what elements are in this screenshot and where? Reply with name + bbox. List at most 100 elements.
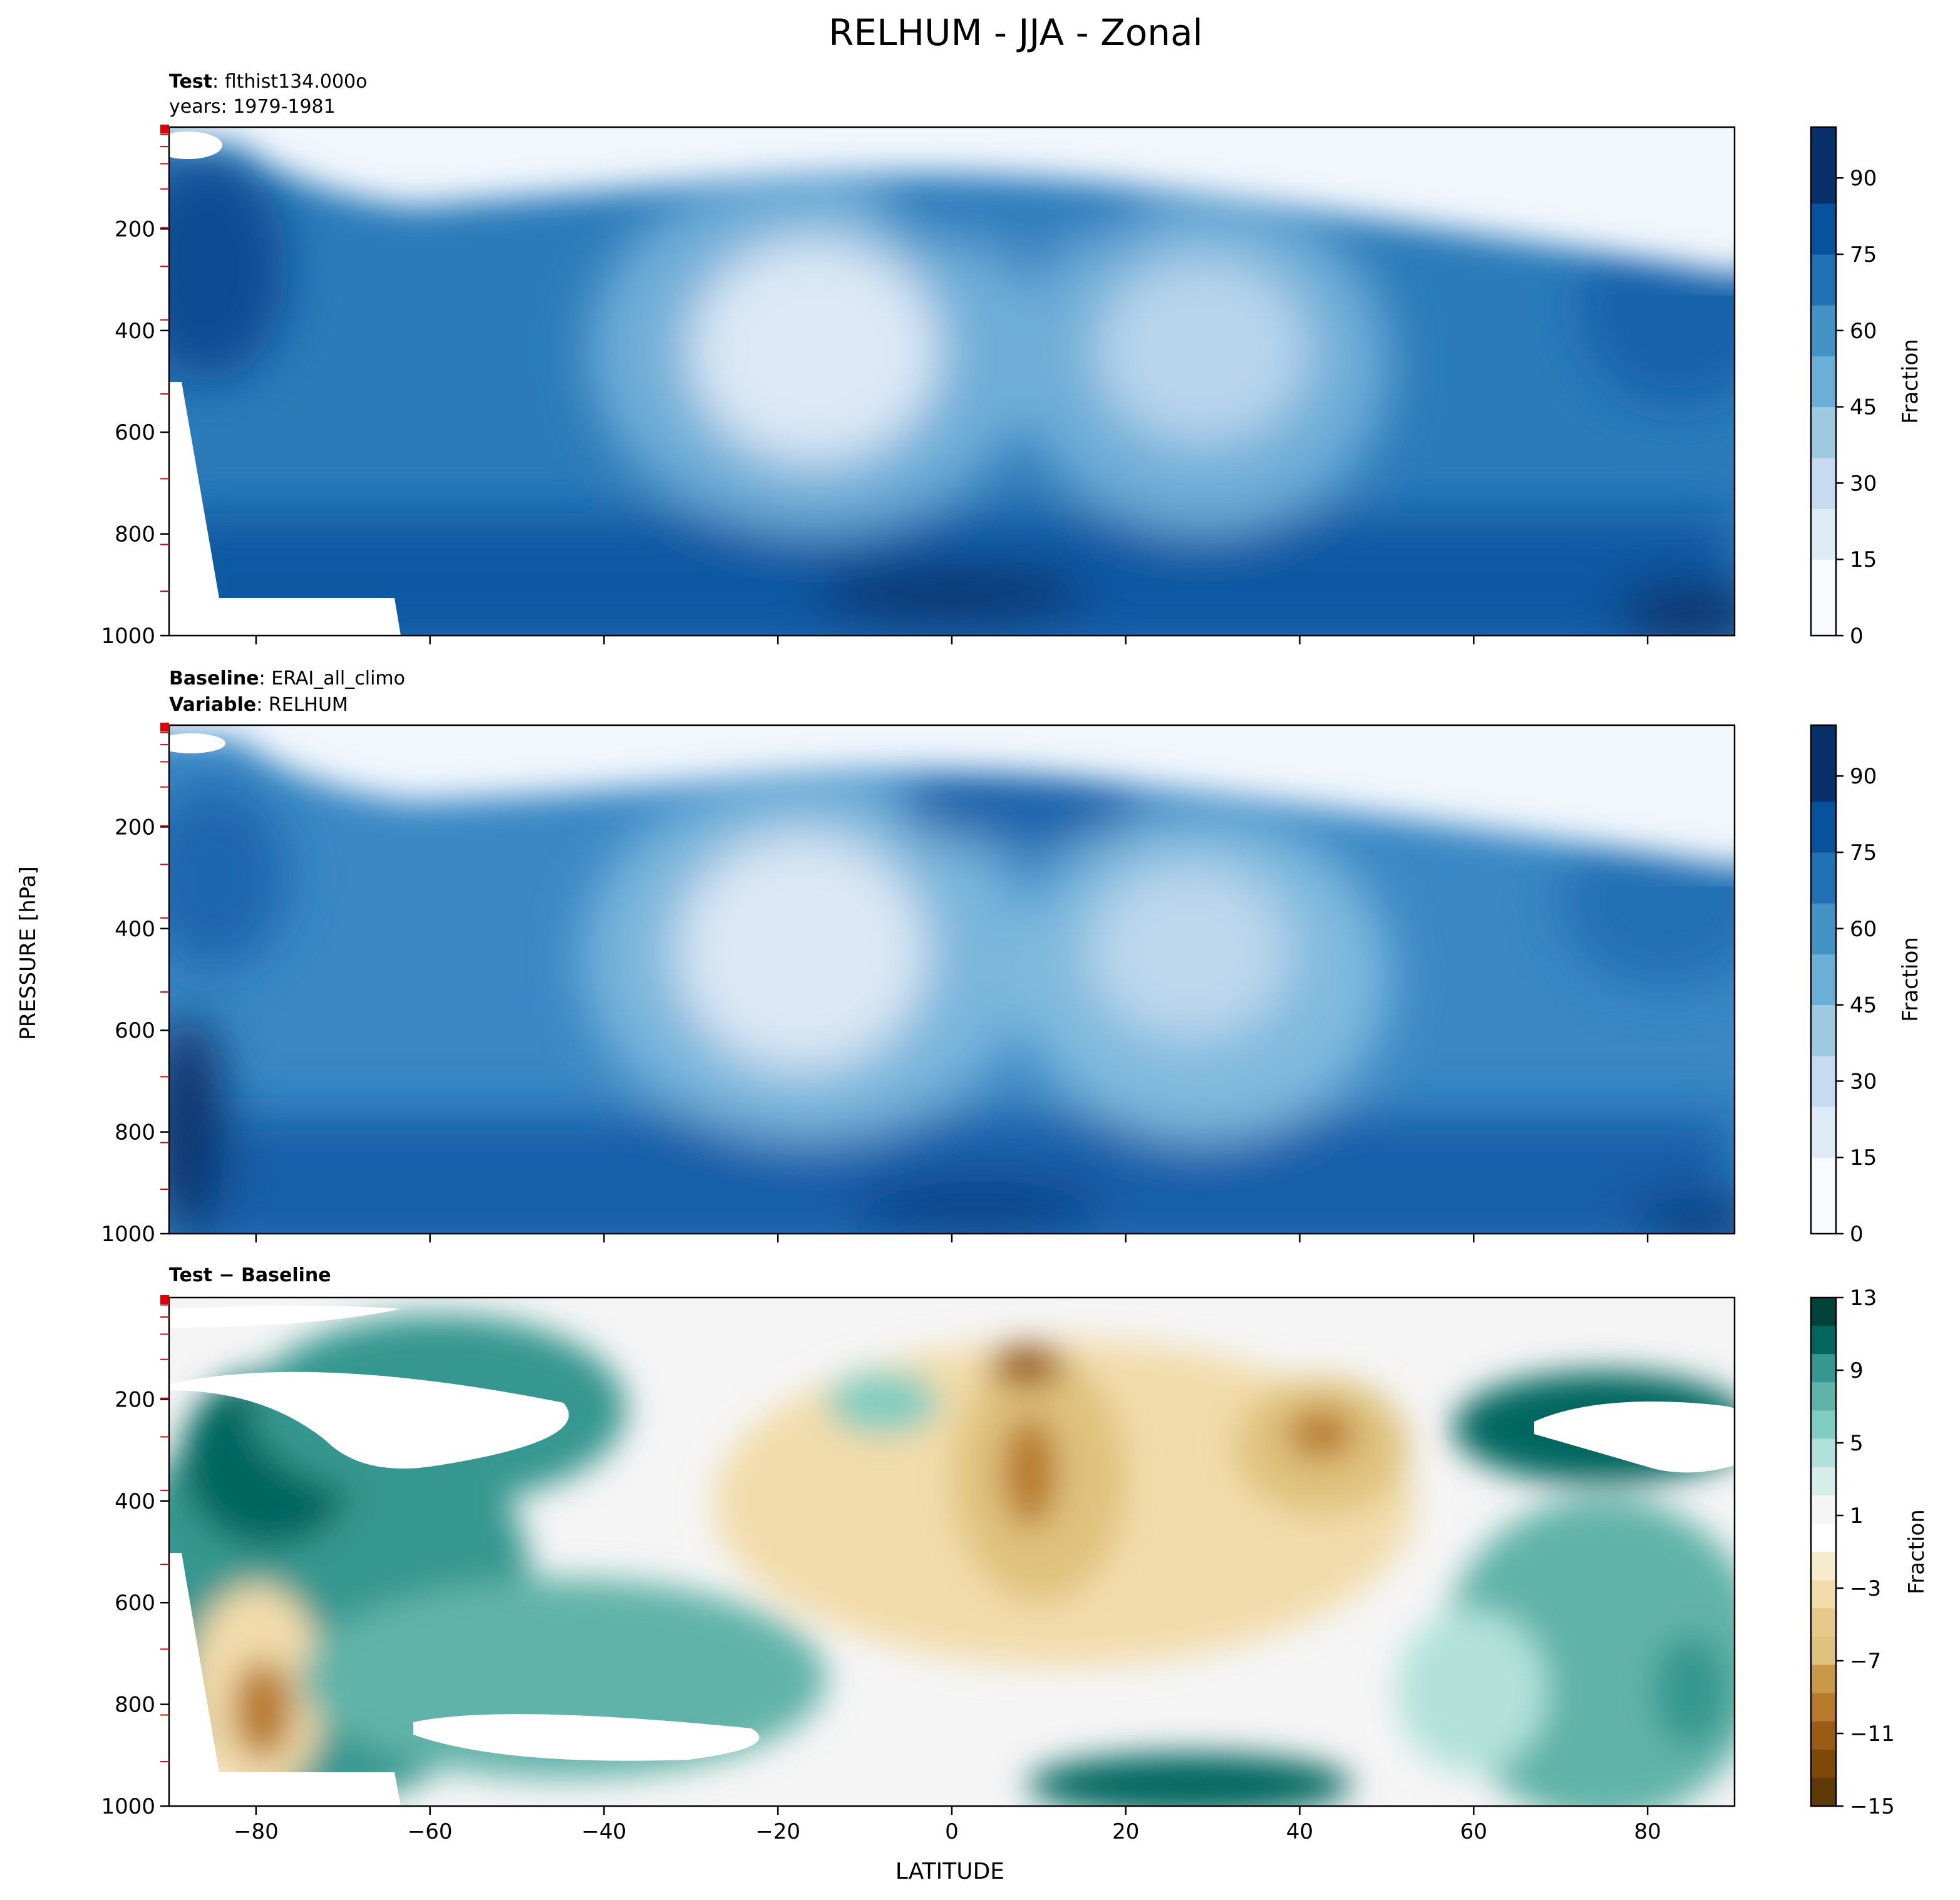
colorbar-level — [1811, 725, 1836, 751]
panel-test: Test: flthist134.000o years: 1979-1981 — [101, 71, 1923, 649]
left-upper — [169, 783, 288, 971]
x-tick-label: −40 — [582, 1819, 627, 1844]
x-tick-label: 60 — [1460, 1819, 1487, 1844]
y-axis: 200 400 600 800 1000 — [101, 815, 169, 1247]
stratosphere-layer — [169, 725, 1735, 867]
colorbar-level — [1811, 1157, 1836, 1184]
green-patch-tropics — [827, 1371, 939, 1434]
header-label: Baseline — [169, 668, 259, 689]
colorbar-level — [1811, 877, 1836, 904]
colorbar-level — [1811, 1523, 1836, 1552]
colorbar-level — [1811, 559, 1836, 586]
colorbar-level — [1811, 750, 1836, 777]
header-sep: : — [256, 694, 269, 716]
colorbar-level — [1811, 1081, 1836, 1107]
tropopause-brown-core — [989, 1343, 1065, 1387]
colorbar-level — [1811, 954, 1836, 980]
panel-test-header-line2: years: 1979-1981 — [169, 96, 336, 118]
colorbar-level — [1811, 928, 1836, 954]
colorbar-tick-label: 45 — [1850, 993, 1877, 1018]
colorbar-tick-label: 9 — [1850, 1358, 1864, 1383]
y-tick-label: 600 — [115, 1018, 155, 1043]
colorbar-level — [1811, 1004, 1836, 1031]
tropics-brown-core1 — [1002, 1415, 1058, 1528]
colorbar-level — [1811, 1467, 1836, 1496]
field-blobs — [169, 150, 1735, 636]
colorbar-level — [1811, 1721, 1836, 1750]
colorbar-level — [1811, 1552, 1836, 1581]
x-tick-label: 40 — [1286, 1819, 1313, 1844]
sh-dry-inner — [676, 833, 927, 1071]
colorbar-level — [1811, 1693, 1836, 1722]
colorbar-tick-label: 60 — [1850, 319, 1877, 344]
x-tick-label: 0 — [945, 1819, 959, 1844]
colorbar-frame — [1810, 126, 1837, 637]
missing-top-corner — [169, 132, 222, 159]
surface-dark-core — [814, 567, 1090, 623]
colorbar-tick-label: 60 — [1850, 917, 1877, 942]
missing-topography — [169, 1553, 401, 1806]
colorbar-level — [1811, 1326, 1836, 1355]
colorbar-level — [1811, 610, 1836, 636]
y-tick-label: 1000 — [101, 1222, 155, 1247]
model-level-marker-cluster — [160, 1295, 169, 1304]
colorbar-tick-label: 90 — [1850, 166, 1877, 191]
y-tick-label: 400 — [115, 319, 155, 344]
header-sep: : — [259, 668, 272, 689]
panel-baseline-header-line1: Baseline: ERAI_all_climo — [169, 668, 405, 689]
right-white-hole — [1534, 1402, 1735, 1473]
colorbar-level — [1811, 584, 1836, 611]
colorbar-level — [1811, 1030, 1836, 1056]
colorbar-level — [1811, 1055, 1836, 1082]
colorbar-level — [1811, 229, 1836, 255]
colorbar-label: Fraction — [1898, 937, 1923, 1022]
panel-difference: Test − Baseline — [101, 1264, 1929, 1844]
colorbar-tick-label: 30 — [1850, 1069, 1877, 1094]
x-axis — [255, 1234, 1649, 1242]
tropopause-wet — [895, 758, 1146, 845]
colorbar-level — [1811, 1495, 1836, 1524]
colorbar-level — [1811, 509, 1836, 535]
colorbar-tick-label: 75 — [1850, 840, 1877, 865]
colorbar-level — [1811, 1749, 1836, 1779]
colorbar-frame — [1810, 1296, 1837, 1807]
colorbar-label: Fraction — [1898, 339, 1923, 424]
y-tick-label: 200 — [115, 1387, 155, 1412]
colorbar-tick-label: 13 — [1850, 1286, 1877, 1311]
y-tick-label: 400 — [115, 917, 155, 942]
colorbar-level — [1811, 254, 1836, 281]
colorbar-level — [1811, 1636, 1836, 1665]
y-tick-label: 800 — [115, 1120, 155, 1145]
stratosphere-dry — [169, 725, 1735, 867]
colorbar-level — [1811, 534, 1836, 560]
colorbar-tick-label: 90 — [1850, 764, 1877, 789]
tropics-brown-core2 — [1287, 1409, 1356, 1459]
right-green-dark — [1653, 1634, 1728, 1747]
colorbar-level — [1811, 827, 1836, 853]
level-markers — [160, 723, 169, 1190]
colorbar-level — [1811, 1182, 1836, 1209]
lower-white-hole — [413, 1714, 760, 1761]
colorbar-level — [1811, 432, 1836, 458]
header-value: ERAI_all_climo — [271, 668, 405, 689]
upper-white-hole — [169, 1371, 569, 1469]
missing-topography — [169, 382, 401, 636]
y-tick-label: 1000 — [101, 624, 155, 649]
left-edge-dark — [169, 1015, 225, 1234]
colorbar-tick-label: 15 — [1850, 547, 1877, 572]
colorbar-level — [1811, 903, 1836, 929]
colorbar-tick-label: 0 — [1850, 624, 1864, 649]
colorbar-level — [1811, 1410, 1836, 1440]
colorbar-tick-label: 75 — [1850, 242, 1877, 267]
colorbar-tick-label: −11 — [1850, 1722, 1895, 1747]
x-tick-label: 20 — [1112, 1819, 1139, 1844]
y-axis: 200 400 600 800 1000 — [101, 1387, 169, 1819]
contour-field — [169, 725, 1735, 1234]
colorbar-level — [1811, 152, 1836, 178]
colorbar-level — [1811, 127, 1836, 153]
nh-green-light — [1396, 1609, 1547, 1772]
colorbar-level — [1811, 330, 1836, 356]
colorbar-level — [1811, 406, 1836, 433]
y-axis-label: PRESSURE [hPa] — [16, 866, 41, 1040]
surface-dark-core — [852, 1180, 1102, 1234]
